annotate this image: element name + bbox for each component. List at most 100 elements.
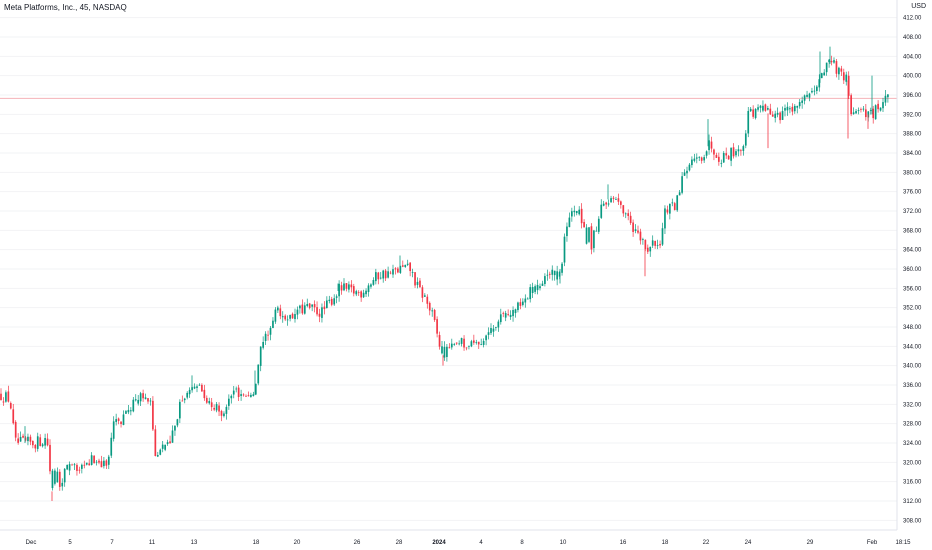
candle-body [825,62,828,73]
candle-body [855,111,857,114]
candle-body [370,284,372,287]
candle-body [835,61,838,74]
candle-body [509,314,512,318]
candle-body [673,203,676,210]
candle-body [541,283,544,286]
candle-body [406,263,409,265]
candle-body [286,319,289,321]
candle-body [95,461,98,463]
x-tick-label: 13 [191,540,198,546]
candle-body [607,203,610,205]
candle-body [93,455,95,464]
candle-body [49,444,51,472]
candle-body [654,240,656,246]
x-tick-label: 4 [479,540,483,546]
candle-body [183,398,186,401]
candle-body [769,108,772,115]
candle-body [691,159,693,166]
candle-body [120,421,122,425]
candle-body [651,240,654,246]
candle-body [649,246,652,252]
candle-body [142,393,144,399]
candle-body [39,437,42,446]
candle-body [352,286,355,294]
candle-body [83,464,86,466]
candle-body [490,328,492,334]
candle-body [455,342,458,344]
candle-body [223,413,225,417]
candle-body [715,154,718,158]
time-axis: Dec 5 7 11 13 18 20 26 28 2024 4 8 10 16 18 22 24 29 Feb 18… [26,540,912,546]
y-tick-label: 388.00 [903,132,922,138]
candle-body [105,460,108,466]
candle-body [61,482,64,487]
candle-body [879,107,882,111]
candle-body [291,313,294,319]
candle-body [154,429,157,457]
candle-body [497,321,500,328]
candle-body [68,464,71,471]
candle-body [360,291,362,298]
candle-body [144,397,147,400]
candle-body [294,314,296,320]
candle-body [573,210,576,213]
candle-body [762,105,764,111]
candle-body [306,303,309,306]
candle-body [678,192,681,196]
candle-body [600,204,603,218]
candle-body [424,295,426,297]
candle-body [58,471,61,487]
candle-body [602,203,605,206]
candle-body [110,437,113,456]
candle-body [718,156,720,162]
y-tick-label: 360.00 [903,267,922,273]
candle-body [411,272,414,273]
x-tick-label: 29 [807,540,814,546]
candle-body [71,464,73,466]
y-tick-label: 372.00 [903,209,922,215]
candle-body [203,389,206,399]
candle-body [210,402,213,408]
candle-body [323,306,326,310]
candle-body [115,419,117,422]
candle-body [688,164,691,171]
candle-body [820,73,823,79]
candle-body [340,285,343,291]
candle-body [218,405,220,412]
candle-body [193,386,196,389]
candle-body [36,436,39,449]
candle-body [375,272,377,282]
candle-body [818,79,821,88]
candle-body [698,156,701,158]
y-tick-label: 344.00 [903,344,922,350]
candle-body [561,263,563,273]
candle-body [171,430,174,443]
candle-body [269,327,272,335]
candle-body [367,285,370,293]
candle-body [159,449,162,455]
candle-body [34,445,37,449]
candle-body [24,437,27,441]
candle-body [88,463,91,466]
candle-body [514,309,517,314]
candle-body [823,72,826,76]
candle-body [536,284,539,291]
candle-body [355,291,358,295]
candle-body [546,274,549,276]
candle-body [771,114,774,117]
candle-body [259,346,262,366]
candle-body [426,296,429,304]
candle-body [473,340,475,343]
candle-body [759,105,762,108]
candle-body [245,395,247,397]
x-tick-label: 24 [745,540,752,546]
candle-body [847,75,850,96]
candle-body [54,470,56,484]
candle-body [139,393,142,402]
candle-body [512,309,514,317]
candle-body [634,229,637,232]
candle-body [100,461,103,468]
candle-body [125,411,127,414]
candle-body [828,59,830,63]
candle-body [117,418,120,421]
